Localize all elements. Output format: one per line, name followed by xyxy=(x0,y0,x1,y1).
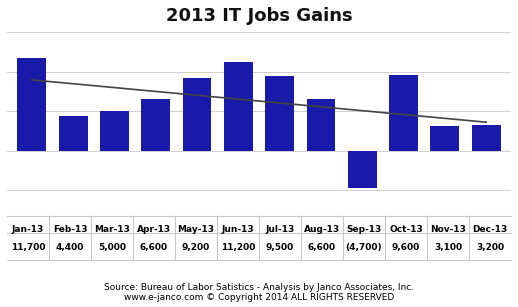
Text: 9,500: 9,500 xyxy=(266,243,294,252)
Text: 11,200: 11,200 xyxy=(221,243,255,252)
Text: 6,600: 6,600 xyxy=(308,243,336,252)
Text: Aug-13: Aug-13 xyxy=(304,225,340,234)
Text: Jul-13: Jul-13 xyxy=(265,225,295,234)
Bar xyxy=(17,58,46,151)
Bar xyxy=(224,62,253,151)
Text: Apr-13: Apr-13 xyxy=(137,225,171,234)
Text: 9,600: 9,600 xyxy=(392,243,420,252)
Text: Jan-13: Jan-13 xyxy=(12,225,44,234)
Text: Nov-13: Nov-13 xyxy=(430,225,466,234)
Bar xyxy=(265,76,294,151)
Bar xyxy=(307,99,336,151)
Text: 6,600: 6,600 xyxy=(140,243,168,252)
Bar xyxy=(141,99,170,151)
Text: Oct-13: Oct-13 xyxy=(389,225,423,234)
Text: Sep-13: Sep-13 xyxy=(347,225,382,234)
Text: Jun-13: Jun-13 xyxy=(222,225,254,234)
Text: (4,700): (4,700) xyxy=(346,243,382,252)
Text: 3,200: 3,200 xyxy=(476,243,504,252)
Text: Dec-13: Dec-13 xyxy=(472,225,508,234)
Bar xyxy=(430,126,459,151)
Text: 3,100: 3,100 xyxy=(434,243,462,252)
Text: May-13: May-13 xyxy=(178,225,214,234)
Text: Feb-13: Feb-13 xyxy=(53,225,87,234)
Title: 2013 IT Jobs Gains: 2013 IT Jobs Gains xyxy=(166,7,352,25)
Bar xyxy=(182,78,211,151)
Bar xyxy=(472,126,501,151)
Text: 11,700: 11,700 xyxy=(11,243,45,252)
Bar xyxy=(100,111,129,151)
Text: 5,000: 5,000 xyxy=(98,243,126,252)
Text: Source: Bureau of Labor Satistics - Analysis by Janco Associates, Inc.
www.e-jan: Source: Bureau of Labor Satistics - Anal… xyxy=(104,283,414,302)
Text: 4,400: 4,400 xyxy=(56,243,84,252)
Bar xyxy=(389,75,418,151)
Text: Mar-13: Mar-13 xyxy=(94,225,130,234)
Text: 9,200: 9,200 xyxy=(182,243,210,252)
Bar xyxy=(348,151,377,188)
Bar xyxy=(59,116,88,151)
